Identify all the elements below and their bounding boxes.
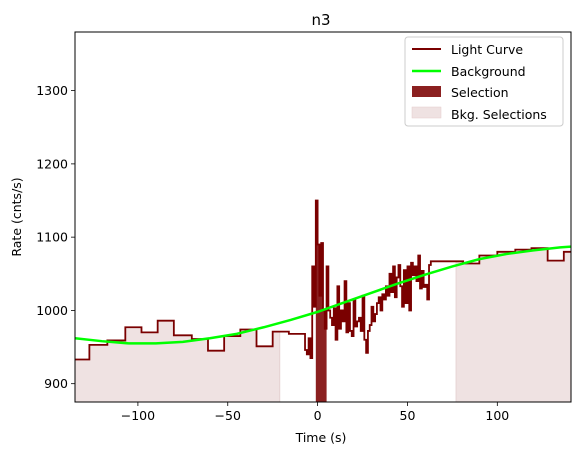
x-tick-label: 0 bbox=[314, 408, 322, 423]
chart-title: n3 bbox=[311, 11, 330, 29]
y-tick-label: 900 bbox=[44, 376, 68, 391]
legend-label-bkg-selections: Bkg. Selections bbox=[451, 107, 547, 122]
axes-frame bbox=[74, 31, 572, 403]
x-tick-label: −50 bbox=[215, 408, 241, 423]
x-tick-label: 50 bbox=[400, 408, 416, 423]
x-axis-label: Time (s) bbox=[295, 430, 347, 445]
x-tick-label: 100 bbox=[485, 408, 509, 423]
legend-swatch-bkg-selections bbox=[411, 106, 442, 119]
y-tick-label: 1300 bbox=[36, 83, 68, 98]
y-tick-label: 1000 bbox=[36, 303, 68, 318]
selection-region bbox=[315, 200, 327, 402]
legend-label-selection: Selection bbox=[451, 85, 509, 100]
background-curve bbox=[75, 245, 571, 345]
y-tick-label: 1200 bbox=[36, 156, 68, 171]
x-tick-label: −100 bbox=[121, 408, 155, 423]
legend-label-background: Background bbox=[451, 64, 526, 79]
legend-swatch-selection bbox=[412, 86, 441, 97]
y-axis-label: Rate (cnts/s) bbox=[9, 177, 24, 256]
bkg-selection-region-2 bbox=[455, 247, 571, 402]
y-tick-label: 1100 bbox=[36, 230, 68, 245]
plot-area bbox=[75, 199, 571, 402]
legend-label-light-curve: Light Curve bbox=[451, 42, 523, 57]
y-axis: 900 1000 1100 1200 1300 bbox=[36, 83, 75, 391]
legend: Light Curve Background Selection Bkg. Se… bbox=[404, 36, 564, 127]
x-axis: −100 −50 0 50 100 bbox=[121, 402, 509, 423]
legend-box bbox=[404, 36, 564, 127]
